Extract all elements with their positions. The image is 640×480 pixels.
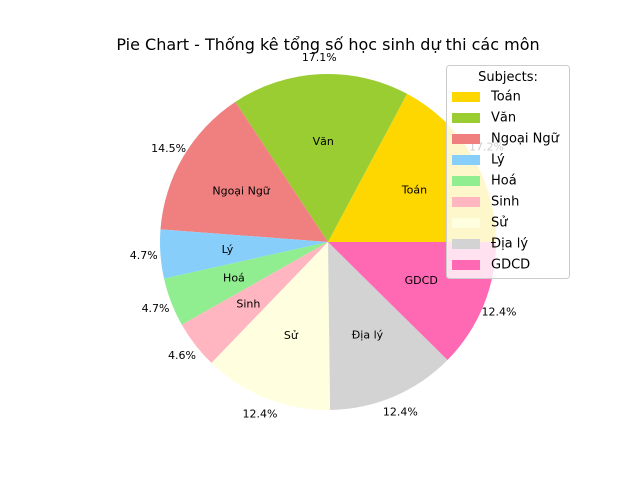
legend-entry-label: GDCD (491, 258, 530, 273)
legend-swatch (452, 260, 480, 270)
pie-percent-label: 12.4% (481, 306, 516, 319)
legend-entry-label: Toán (490, 90, 521, 105)
legend-items: Toán Văn Ngoại Ngữ Lý Hoá Sinh Sử Địa lý GDCD (452, 90, 560, 273)
pie-slice-2 (160, 101, 328, 243)
pie-inner-label: Toán (401, 184, 427, 197)
legend-swatch (452, 176, 480, 186)
pie-inner-labels: Toán Văn Ngoại Ngữ Lý Hoá Sinh Sử Địa lý GDCD (212, 135, 437, 342)
legend-swatch (452, 92, 480, 102)
legend-swatch (452, 113, 480, 123)
pie-slice-3 (160, 229, 328, 279)
legend-swatch (452, 155, 480, 165)
legend-swatch (452, 134, 480, 144)
pie-inner-label: Hoá (223, 272, 245, 285)
pie-inner-label: Sinh (236, 297, 260, 310)
pie-slice-7 (328, 242, 448, 410)
pie-inner-label: GDCD (405, 274, 438, 287)
pie-percent-label: 4.6% (168, 349, 196, 362)
chart-legend: Subjects: Toán Văn Ngoại Ngữ Lý Hoá Sinh Sử Địa… (446, 65, 570, 279)
legend-entry-label: Sinh (491, 195, 519, 210)
pie-percent-label: 4.7% (142, 302, 170, 315)
pie-percent-label: 12.4% (383, 406, 418, 419)
pie-inner-label: Địa lý (352, 328, 384, 341)
pie-percent-label: 17.1% (302, 51, 337, 64)
legend-swatch (452, 239, 480, 249)
pie-percent-label: 12.4% (242, 407, 277, 420)
legend-entry-label: Sử (491, 216, 508, 231)
pie-slice-1 (235, 73, 408, 242)
legend-entry-label: Ngoại Ngữ (491, 132, 560, 147)
pie-slice-5 (181, 242, 328, 364)
pie-percent-label: 4.7% (130, 249, 158, 262)
legend-entry-label: Địa lý (491, 237, 528, 252)
pie-slices (160, 73, 496, 410)
pie-slice-4 (164, 242, 328, 325)
chart-title: Pie Chart - Thống kê tổng số học sinh dự… (116, 35, 539, 54)
pie-percent-label: 14.5% (151, 142, 186, 155)
pie-inner-label: Ngoại Ngữ (212, 184, 270, 197)
legend-swatch (452, 197, 480, 207)
pie-slice-6 (211, 242, 331, 410)
legend-entry-label: Hoá (491, 174, 517, 189)
legend-swatch (452, 218, 480, 228)
pie-inner-label: Sử (284, 329, 299, 342)
legend-entry-label: Lý (491, 153, 505, 168)
legend-entry-label: Văn (491, 111, 516, 126)
pie-inner-label: Văn (313, 135, 334, 148)
pie-inner-label: Lý (222, 243, 234, 256)
legend-title: Subjects: (478, 70, 538, 85)
